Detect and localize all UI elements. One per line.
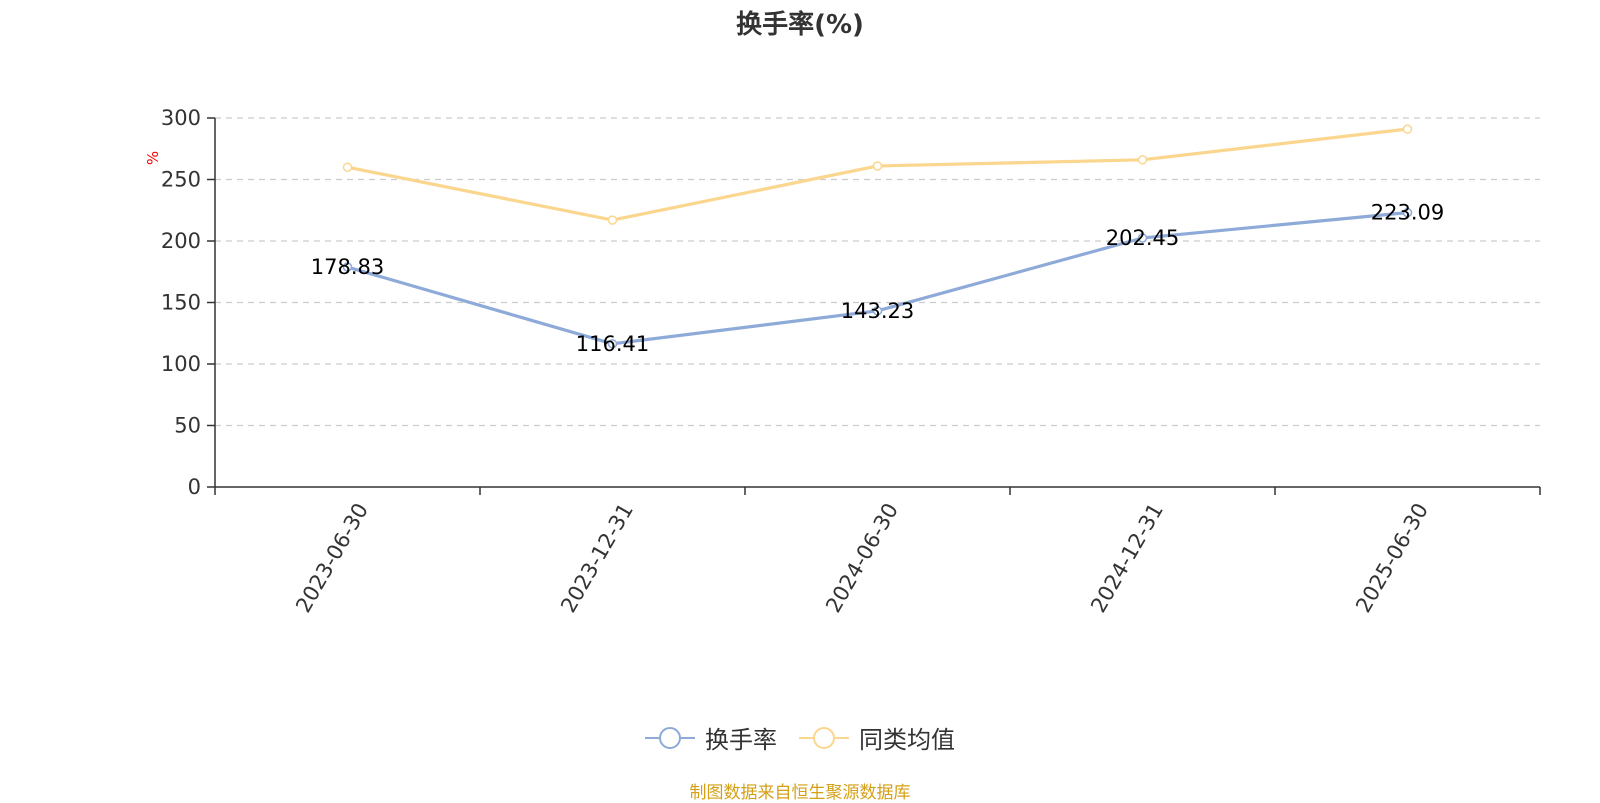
chart-legend: 换手率 同类均值	[0, 720, 1600, 755]
series-line-1	[347, 127, 1408, 222]
x-tick-label: 2025-06-30	[1351, 499, 1433, 617]
y-tick-label: 300	[161, 106, 201, 130]
y-axis-label: %	[144, 151, 162, 165]
data-point-series-0	[872, 306, 883, 316]
y-tick-label: 100	[161, 352, 201, 376]
legend-item-series-1[interactable]: 同类均值	[799, 720, 955, 755]
data-label: 143.23	[841, 299, 914, 323]
data-point-series-1	[342, 162, 353, 172]
data-point-series-0	[607, 339, 618, 349]
data-label: 202.45	[1106, 226, 1179, 250]
x-tick-label: 2023-06-30	[291, 499, 373, 617]
legend-marker-icon	[645, 726, 695, 749]
data-point-series-1	[1137, 155, 1148, 165]
data-label: 116.41	[576, 332, 649, 356]
line-chart: 0 50 100 150 200 250 300 2023-06-30 2023-12-31 20…	[144, 106, 1541, 617]
legend-marker-icon	[799, 726, 849, 749]
legend-label: 同类均值	[859, 726, 955, 754]
data-point-series-1	[872, 161, 883, 171]
y-tick-label: 50	[174, 414, 201, 438]
series-line-0	[347, 211, 1408, 346]
x-tick-label: 2023-12-31	[556, 499, 638, 617]
x-tick-label: 2024-06-30	[821, 499, 903, 617]
x-tick-label: 2024-12-31	[1086, 499, 1168, 617]
y-tick-label: 250	[161, 168, 201, 192]
source-note: 制图数据来自恒生聚源数据库	[689, 783, 911, 803]
legend-label: 换手率	[705, 726, 777, 754]
data-point-series-0	[1137, 233, 1148, 243]
data-point-series-1	[1402, 124, 1413, 134]
data-label: 223.09	[1371, 201, 1444, 225]
chart-title: 换手率(%)	[736, 10, 864, 40]
y-tick-label: 200	[161, 229, 201, 253]
legend-item-series-0[interactable]: 换手率	[645, 720, 777, 755]
data-point-series-0	[1402, 207, 1413, 218]
data-point-series-1	[607, 215, 618, 225]
data-label: 178.83	[311, 255, 384, 279]
y-tick-label: 0	[188, 475, 201, 499]
data-point-series-0	[342, 262, 353, 272]
y-tick-label: 150	[161, 291, 201, 315]
